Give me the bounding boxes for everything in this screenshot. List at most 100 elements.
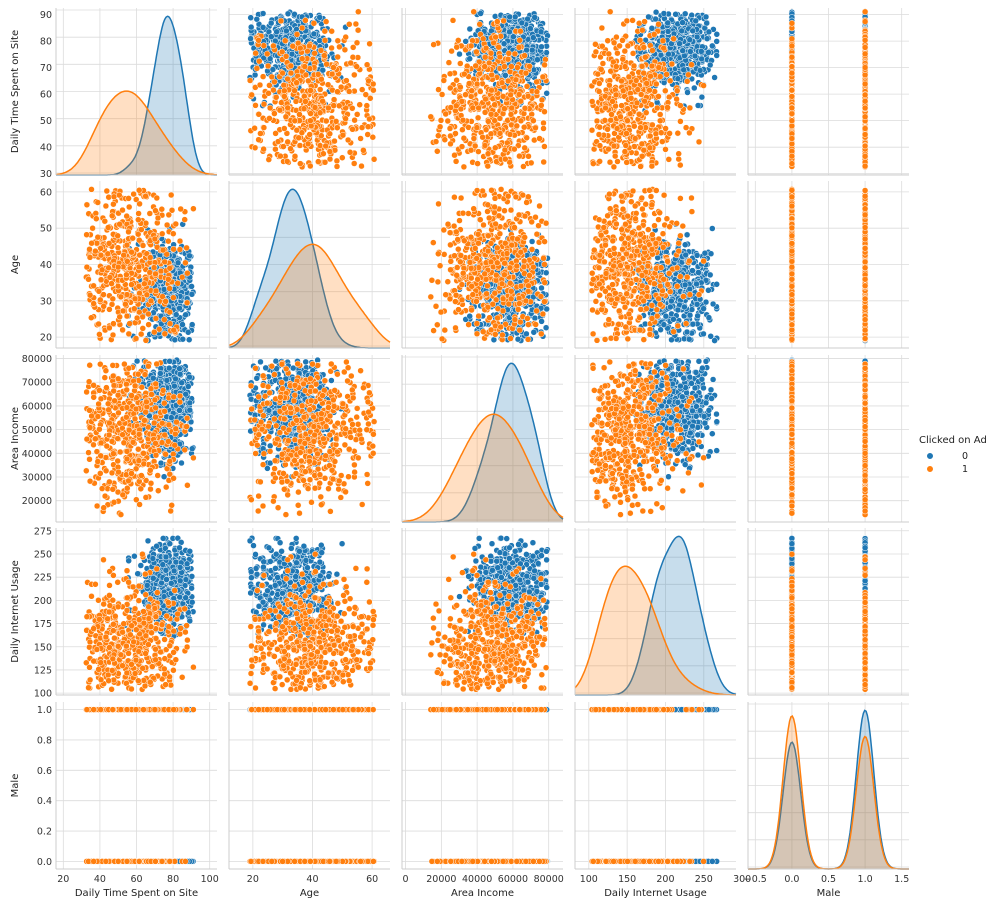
scatter-point bbox=[679, 47, 686, 54]
scatter-point bbox=[163, 221, 171, 229]
scatter-point bbox=[94, 199, 102, 206]
scatter-point bbox=[316, 142, 324, 149]
scatter-point bbox=[448, 47, 455, 55]
scatter-point bbox=[307, 110, 314, 117]
scatter-point bbox=[642, 109, 650, 116]
scatter-point bbox=[543, 49, 550, 56]
scatter-point bbox=[532, 124, 539, 132]
scatter-point bbox=[333, 157, 341, 165]
scatter-point bbox=[89, 224, 96, 232]
scatter-point bbox=[677, 161, 684, 169]
scatter-point bbox=[342, 115, 349, 122]
scatter-point bbox=[655, 21, 662, 28]
scatter-point bbox=[432, 138, 440, 145]
scatter-point bbox=[150, 264, 158, 271]
scatter-point bbox=[861, 153, 869, 160]
scatter-point bbox=[334, 124, 341, 131]
scatter-point bbox=[176, 304, 183, 312]
scatter-point bbox=[256, 81, 264, 89]
scatter-point bbox=[181, 216, 188, 223]
scatter-point bbox=[321, 37, 329, 44]
scatter-point bbox=[674, 75, 682, 82]
scatter-point bbox=[702, 13, 710, 21]
scatter-point bbox=[660, 44, 667, 52]
scatter-point bbox=[287, 69, 295, 77]
scatter-point bbox=[632, 77, 640, 84]
scatter-point bbox=[174, 280, 181, 287]
scatter-point bbox=[596, 158, 603, 165]
scatter-point bbox=[648, 25, 656, 32]
scatter-point bbox=[713, 38, 720, 45]
scatter-point bbox=[788, 117, 796, 124]
scatter-point bbox=[330, 96, 338, 103]
scatter-point bbox=[635, 111, 643, 118]
scatter-point bbox=[604, 37, 611, 44]
scatter-point bbox=[484, 162, 492, 170]
scatter-point bbox=[145, 321, 152, 328]
scatter-point bbox=[499, 93, 507, 100]
scatter-point bbox=[116, 313, 123, 321]
scatter-point bbox=[317, 47, 325, 54]
scatter-point bbox=[466, 55, 473, 62]
scatter-point bbox=[473, 124, 481, 131]
scatter-point bbox=[592, 41, 599, 48]
scatter-point bbox=[307, 117, 314, 124]
panel-0-1 bbox=[228, 8, 390, 176]
scatter-point bbox=[631, 135, 639, 142]
scatter-point bbox=[788, 20, 796, 27]
scatter-point bbox=[516, 37, 523, 44]
scatter-point bbox=[861, 44, 869, 51]
scatter-point bbox=[533, 88, 541, 95]
scatter-point bbox=[537, 28, 545, 36]
scatter-point bbox=[506, 131, 514, 138]
scatter-point bbox=[307, 162, 314, 170]
scatter-point bbox=[453, 76, 460, 84]
scatter-point bbox=[467, 93, 475, 100]
scatter-point bbox=[624, 42, 632, 50]
scatter-point bbox=[310, 20, 318, 27]
scatter-point bbox=[788, 110, 796, 117]
scatter-point bbox=[289, 42, 297, 50]
scatter-point bbox=[358, 86, 366, 93]
scatter-point bbox=[538, 96, 546, 104]
scatter-point bbox=[265, 90, 272, 97]
scatter-point bbox=[655, 93, 662, 100]
scatter-point bbox=[531, 14, 538, 21]
scatter-point bbox=[282, 113, 290, 121]
scatter-point bbox=[608, 111, 615, 118]
scatter-point bbox=[479, 35, 487, 43]
scatter-point bbox=[264, 62, 272, 70]
scatter-point bbox=[605, 145, 612, 153]
scatter-point bbox=[665, 156, 673, 163]
scatter-point bbox=[507, 91, 514, 99]
scatter-point bbox=[316, 86, 324, 93]
scatter-point bbox=[695, 138, 703, 146]
scatter-point bbox=[481, 109, 489, 116]
scatter-point bbox=[686, 104, 694, 112]
scatter-point bbox=[517, 27, 524, 35]
scatter-point bbox=[665, 93, 673, 101]
scatter-point bbox=[337, 83, 345, 91]
scatter-point bbox=[296, 142, 304, 149]
scatter-point bbox=[467, 42, 475, 50]
scatter-point bbox=[673, 87, 681, 94]
scatter-point bbox=[281, 93, 288, 100]
scatter-point bbox=[501, 63, 508, 70]
y-tick-label: 40 bbox=[40, 143, 52, 154]
scatter-point bbox=[602, 104, 609, 112]
scatter-point bbox=[353, 111, 361, 118]
scatter-point bbox=[444, 117, 452, 125]
scatter-point bbox=[457, 83, 464, 91]
scatter-point bbox=[142, 337, 150, 344]
scatter-point bbox=[861, 142, 869, 150]
scatter-point bbox=[520, 110, 528, 117]
scatter-point bbox=[284, 138, 291, 146]
scatter-point bbox=[283, 27, 290, 35]
scatter-point bbox=[652, 130, 660, 138]
scatter-point bbox=[469, 104, 477, 112]
scatter-point bbox=[288, 50, 296, 58]
scatter-point bbox=[590, 160, 597, 167]
scatter-point bbox=[521, 144, 528, 152]
scatter-point bbox=[97, 276, 105, 283]
